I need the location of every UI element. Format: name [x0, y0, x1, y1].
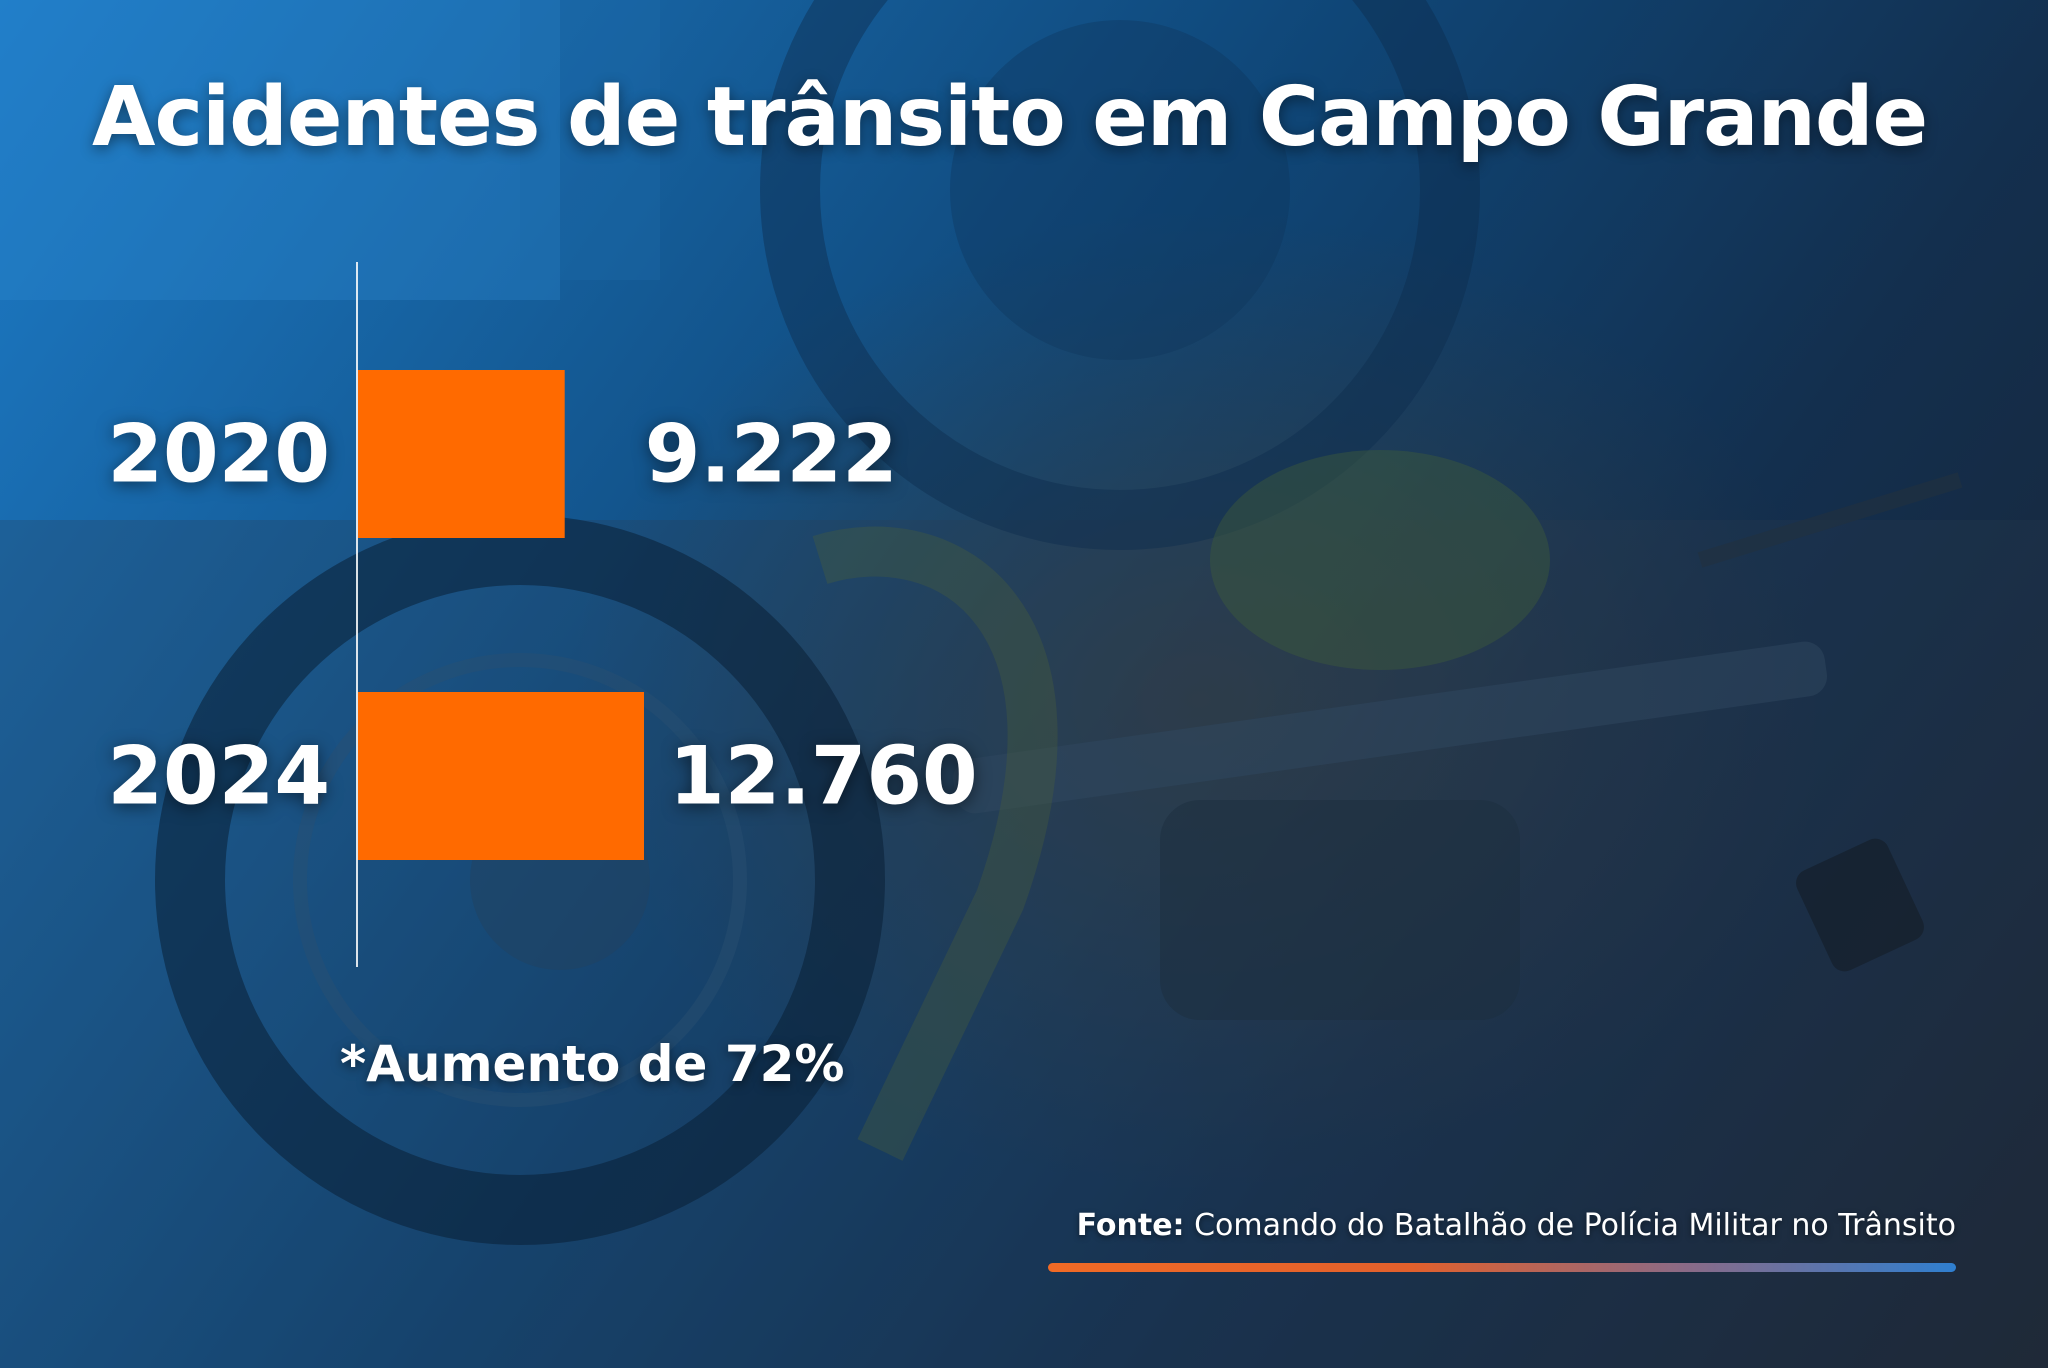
- source-gradient-underline: [1048, 1263, 1956, 1272]
- source-label: Fonte:: [1076, 1208, 1185, 1243]
- chart-annotation: *Aumento de 72%: [340, 1035, 845, 1093]
- category-label: 2024: [107, 730, 330, 823]
- bar: [358, 692, 644, 860]
- source-credit: Fonte: Comando do Batalhão de Polícia Mi…: [1077, 1208, 1956, 1243]
- category-label: 2020: [107, 408, 330, 501]
- source-text: Comando do Batalhão de Polícia Militar n…: [1194, 1208, 1956, 1243]
- bars-layer: 2020 9.222 2024 12.760: [107, 370, 978, 860]
- bar: [358, 370, 565, 538]
- value-label: 12.760: [669, 730, 978, 823]
- value-label: 9.222: [645, 408, 898, 501]
- page-title: Acidentes de trânsito em Campo Grande: [92, 70, 1928, 165]
